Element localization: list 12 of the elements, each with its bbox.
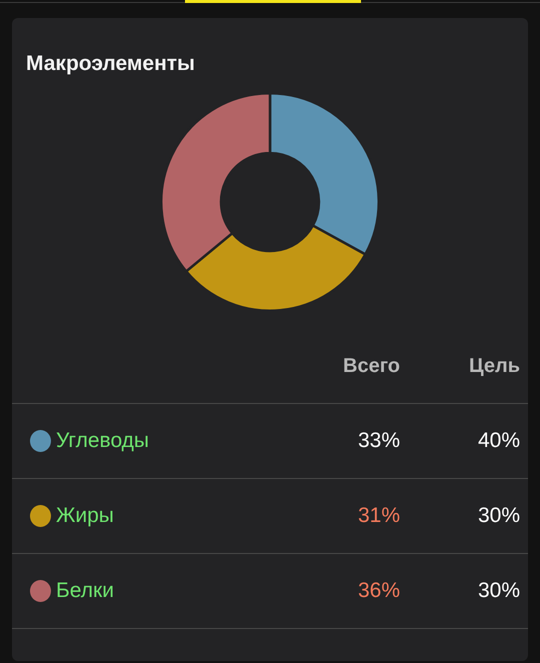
text: 30% — [476, 504, 520, 528]
data-label: 36% — [356, 578, 400, 602]
legend-label: Белки — [56, 578, 114, 602]
data-label: 31% — [356, 504, 400, 528]
data-label: 33% — [356, 428, 400, 452]
legend-label: Углеводы — [56, 428, 150, 452]
text: Всего — [342, 354, 400, 378]
text: 30% — [476, 578, 520, 602]
text: 40% — [476, 428, 520, 452]
chart-title: Макроэлементы — [26, 51, 195, 77]
legend-label: Жиры — [56, 504, 114, 528]
text: Цель — [468, 354, 520, 378]
